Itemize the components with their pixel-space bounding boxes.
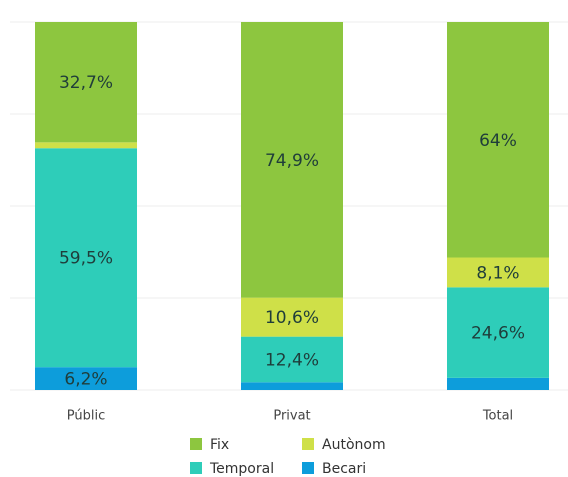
x-tick-label: Públic [67,409,105,424]
value-label: 24,6% [471,324,525,344]
bar-segment [35,367,137,390]
value-label: 12,4% [265,350,319,370]
value-label: 8,1% [476,263,519,283]
value-label: 6,2% [64,370,107,390]
bar-segment [241,22,343,298]
value-label: 32,7% [59,73,113,93]
bar-segment [35,148,137,368]
bar-segment [241,297,343,337]
bar-segment [241,336,343,383]
bar-segment [241,382,343,390]
legend-swatch [302,438,314,450]
legend-label: Autònom [322,437,386,453]
bar-segment [447,377,549,390]
x-tick-label: Privat [273,409,310,424]
value-label: 74,9% [265,151,319,171]
bar-segment [35,142,137,149]
bar-segment [447,287,549,378]
legend-label: Fix [210,437,229,453]
x-tick-label: Total [482,409,513,424]
legend-swatch [190,462,202,474]
value-label: 59,5% [59,249,113,269]
value-label: 64% [479,131,517,151]
bar-segment [447,22,549,258]
value-label: 10,6% [265,308,319,328]
bar-segment [35,22,137,143]
bar-segment [447,257,549,288]
legend-swatch [302,462,314,474]
legend-label: Becari [322,461,366,477]
legend-label: Temporal [209,461,274,477]
legend-swatch [190,438,202,450]
